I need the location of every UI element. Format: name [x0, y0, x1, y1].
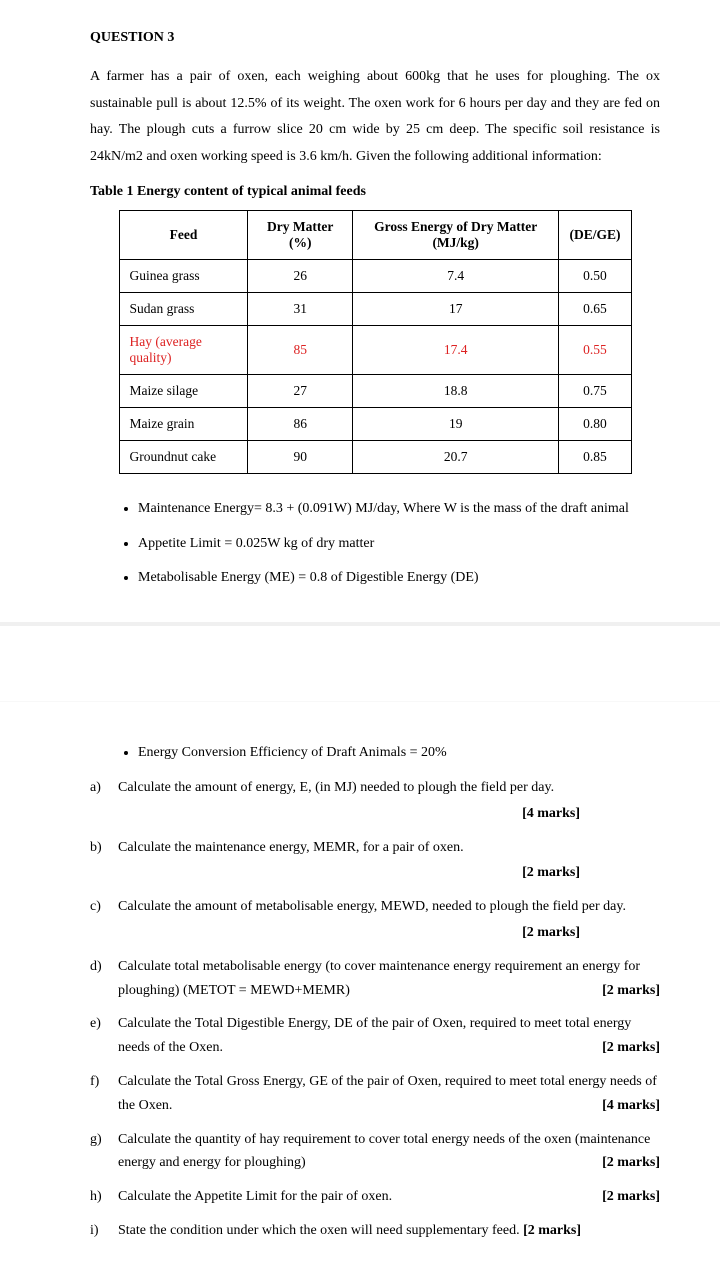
table-cell: 86 [248, 408, 352, 441]
table-cell: Hay (average quality) [119, 326, 248, 375]
question-number: QUESTION 3 [90, 30, 660, 46]
bullet-item: Maintenance Energy= 8.3 + (0.091W) MJ/da… [138, 498, 660, 520]
part-label: i) [90, 1219, 99, 1243]
part-marks: [2 marks] [118, 861, 660, 885]
table-cell: 31 [248, 293, 352, 326]
part-text: Calculate the amount of energy, E, (in M… [118, 780, 554, 795]
part-text: Calculate the maintenance energy, MEMR, … [118, 840, 464, 855]
part-text: Calculate the quantity of hay requiremen… [118, 1132, 650, 1171]
table-cell: Sudan grass [119, 293, 248, 326]
part-label: g) [90, 1128, 102, 1152]
page-gap [0, 622, 720, 702]
table-cell: 0.50 [559, 260, 631, 293]
table-cell: 0.65 [559, 293, 631, 326]
part-marks: [4 marks] [602, 1094, 660, 1118]
th-feed: Feed [119, 211, 248, 260]
table-cell: 90 [248, 441, 352, 474]
table-cell: Maize grain [119, 408, 248, 441]
table-row: Guinea grass267.40.50 [119, 260, 631, 293]
table-cell: 18.8 [352, 375, 559, 408]
part-text: Calculate the Total Gross Energy, GE of … [118, 1074, 657, 1113]
part-item: a) Calculate the amount of energy, E, (in… [90, 776, 660, 826]
table-row: Groundnut cake9020.70.85 [119, 441, 631, 474]
part-text: Calculate the Total Digestible Energy, D… [118, 1016, 631, 1055]
table-caption: Table 1 Energy content of typical animal… [90, 184, 660, 200]
bullet-item: Metabolisable Energy (ME) = 0.8 of Diges… [138, 567, 660, 589]
part-marks: [2 marks] [523, 1223, 581, 1238]
table-body: Guinea grass267.40.50Sudan grass31170.65… [119, 260, 631, 474]
table-cell: Guinea grass [119, 260, 248, 293]
part-label: e) [90, 1012, 101, 1036]
part-text: State the condition under which the oxen… [118, 1223, 523, 1238]
table-header-row: Feed Dry Matter (%) Gross Energy of Dry … [119, 211, 631, 260]
part-text: Calculate the amount of metabolisable en… [118, 899, 626, 914]
part-item: d) Calculate total metabolisable energy (… [90, 955, 660, 1003]
table-cell: Maize silage [119, 375, 248, 408]
bullet-list-2: Energy Conversion Efficiency of Draft An… [138, 742, 660, 764]
part-marks: [2 marks] [602, 979, 660, 1003]
table-row: Maize silage2718.80.75 [119, 375, 631, 408]
page-1: QUESTION 3 A farmer has a pair of oxen, … [0, 0, 720, 622]
part-label: b) [90, 836, 102, 860]
part-label: c) [90, 895, 101, 919]
table-cell: Groundnut cake [119, 441, 248, 474]
feed-table: Feed Dry Matter (%) Gross Energy of Dry … [119, 210, 632, 474]
table-row: Sudan grass31170.65 [119, 293, 631, 326]
th-drymatter: Dry Matter (%) [248, 211, 352, 260]
part-item: f) Calculate the Total Gross Energy, GE o… [90, 1070, 660, 1118]
part-label: d) [90, 955, 102, 979]
part-item: e) Calculate the Total Digestible Energy,… [90, 1012, 660, 1060]
table-cell: 17 [352, 293, 559, 326]
table-cell: 85 [248, 326, 352, 375]
table-cell: 0.80 [559, 408, 631, 441]
table-cell: 7.4 [352, 260, 559, 293]
table-cell: 0.85 [559, 441, 631, 474]
part-item: b) Calculate the maintenance energy, MEMR… [90, 836, 660, 886]
table-cell: 27 [248, 375, 352, 408]
table-cell: 26 [248, 260, 352, 293]
table-row: Maize grain86190.80 [119, 408, 631, 441]
part-label: a) [90, 776, 101, 800]
page-2: Energy Conversion Efficiency of Draft An… [0, 702, 720, 1273]
part-label: f) [90, 1070, 99, 1094]
bullet-list-1: Maintenance Energy= 8.3 + (0.091W) MJ/da… [138, 498, 660, 589]
part-label: h) [90, 1185, 102, 1209]
part-text: Calculate total metabolisable energy (to… [118, 959, 640, 998]
table-cell: 17.4 [352, 326, 559, 375]
part-marks: [2 marks] [118, 921, 660, 945]
part-marks: [2 marks] [602, 1151, 660, 1175]
table-cell: 19 [352, 408, 559, 441]
th-grossenergy: Gross Energy of Dry Matter (MJ/kg) [352, 211, 559, 260]
table-cell: 20.7 [352, 441, 559, 474]
part-item: g) Calculate the quantity of hay requirem… [90, 1128, 660, 1176]
table-row: Hay (average quality)8517.40.55 [119, 326, 631, 375]
table-cell: 0.75 [559, 375, 631, 408]
part-item: i) State the condition under which the ox… [90, 1219, 660, 1243]
part-text: Calculate the Appetite Limit for the pai… [118, 1189, 392, 1204]
bullet-item: Appetite Limit = 0.025W kg of dry matter [138, 533, 660, 555]
part-item: h) Calculate the Appetite Limit for the p… [90, 1185, 660, 1209]
bullet-item: Energy Conversion Efficiency of Draft An… [138, 742, 660, 764]
part-marks: [2 marks] [602, 1185, 660, 1209]
intro-paragraph: A farmer has a pair of oxen, each weighi… [90, 64, 660, 170]
part-marks: [2 marks] [602, 1036, 660, 1060]
table-cell: 0.55 [559, 326, 631, 375]
question-parts: a) Calculate the amount of energy, E, (in… [90, 776, 660, 1243]
th-dege: (DE/GE) [559, 211, 631, 260]
part-marks: [4 marks] [118, 802, 660, 826]
part-item: c) Calculate the amount of metabolisable … [90, 895, 660, 945]
